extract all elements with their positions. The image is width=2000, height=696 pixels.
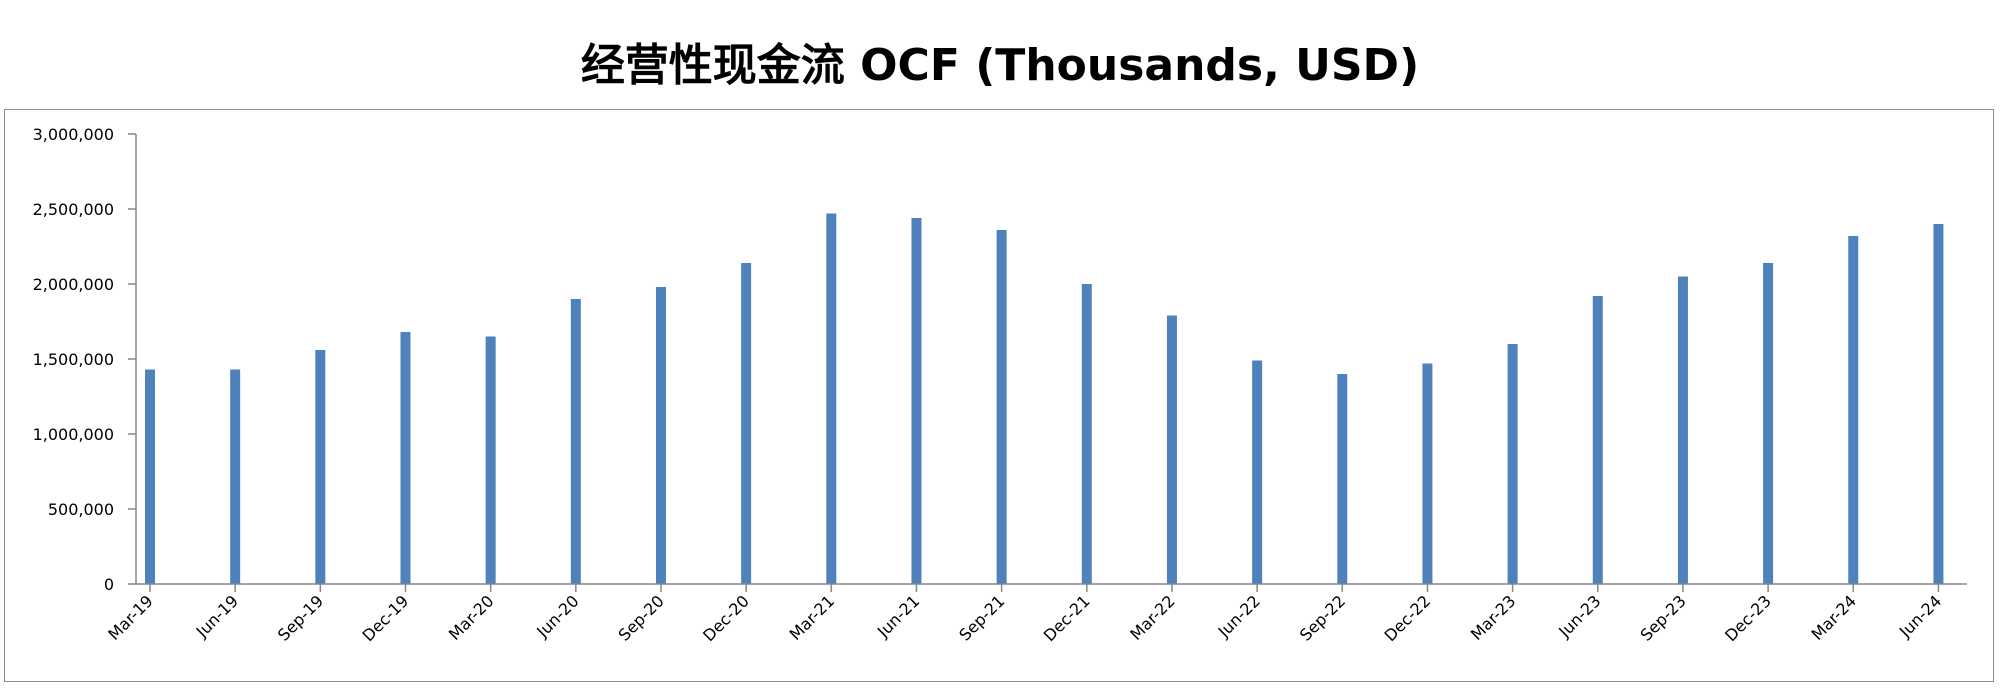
bar [1422,363,1433,584]
bar [655,287,666,584]
bar [1848,236,1859,584]
bar [826,213,837,584]
x-tick-label: Jun-20 [532,591,582,641]
x-tick-label: Dec-21 [1040,591,1094,645]
x-tick-label: Dec-22 [1380,591,1434,645]
bar [1592,296,1603,584]
x-tick-label: Mar-24 [1808,591,1861,644]
bar [1252,360,1263,584]
bar [400,332,411,584]
x-tick-label: Mar-22 [1126,591,1179,644]
bar [1081,284,1092,584]
x-tick-label: Mar-19 [104,591,157,644]
x-tick-label: Dec-23 [1721,591,1775,645]
x-tick-label: Mar-20 [445,591,498,644]
bar [145,369,155,584]
x-tick-label: Dec-19 [359,591,413,645]
y-tick-label: 1,500,000 [33,350,114,369]
axes-group [128,133,1967,592]
bar [570,299,581,584]
x-tick-label: Jun-19 [192,591,242,641]
x-tick-label: Dec-20 [699,591,753,645]
bar [996,230,1007,584]
x-tick-label: Sep-20 [615,591,668,644]
x-tick-label: Sep-19 [274,591,327,644]
x-tick-label: Jun-24 [1895,591,1945,641]
bar [1337,374,1348,584]
x-tick-labels: Mar-19 Jun-19 Sep-19 Dec-19 Mar-20 Jun-20 Sep-… [104,591,1945,645]
bar [485,336,496,584]
y-tick-label: 500,000 [48,500,114,519]
x-tick-label: Sep-22 [1296,591,1349,644]
bar [1677,276,1688,584]
bars-group [145,213,1944,584]
x-tick-label: Mar-23 [1467,591,1520,644]
bar [315,350,326,584]
bar [1507,344,1518,584]
x-tick-label: Sep-23 [1637,591,1690,644]
bar [1166,315,1177,584]
x-tick-label: Sep-21 [955,591,1008,644]
bar [230,369,241,584]
chart-title: 经营性现金流 OCF (Thousands, USD) [580,40,1420,91]
y-tick-label: 3,000,000 [33,125,114,144]
chart-frame [4,109,1994,682]
x-tick-label: Jun-23 [1554,591,1604,641]
bar [741,263,752,584]
y-tick-label: 2,500,000 [33,200,114,219]
bar [911,218,922,584]
bar [1763,263,1774,584]
x-tick-label: Jun-22 [1214,591,1264,641]
y-tick-label: 1,000,000 [33,425,114,444]
y-tick-label: 0 [104,575,114,594]
y-tick-label: 2,000,000 [33,275,114,294]
y-tick-labels: 0 500,000 1,000,000 1,500,000 2,000,000 2,500… [33,125,114,594]
x-tick-label: Jun-21 [873,591,923,641]
bar [1933,224,1944,584]
x-tick-label: Mar-21 [786,591,839,644]
